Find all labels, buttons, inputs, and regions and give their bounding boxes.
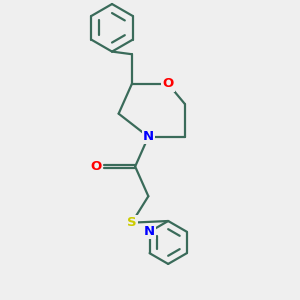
Text: O: O — [90, 160, 101, 173]
Text: N: N — [144, 225, 155, 238]
Text: O: O — [163, 77, 174, 91]
Text: N: N — [143, 130, 154, 143]
Text: S: S — [127, 216, 136, 229]
